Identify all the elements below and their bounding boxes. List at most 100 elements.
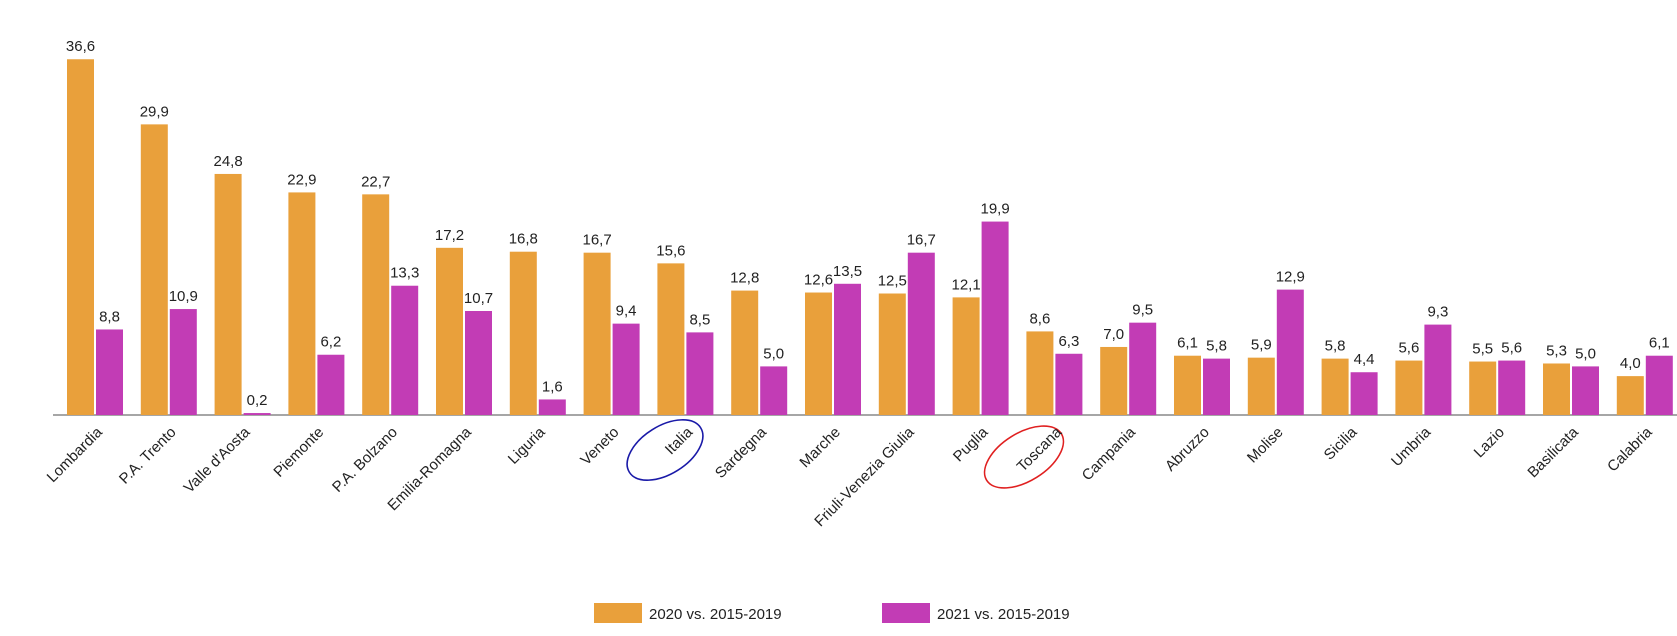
- bar: [1543, 363, 1570, 415]
- bar: [952, 297, 980, 415]
- bar: [169, 309, 197, 415]
- bar: [67, 59, 94, 416]
- bar: [509, 251, 537, 415]
- bar: [1276, 289, 1304, 415]
- data-label: 5,6: [1501, 340, 1522, 357]
- data-label: 5,5: [1472, 341, 1493, 358]
- bar: [317, 354, 345, 415]
- x-tick-label: Lazio: [1471, 424, 1508, 461]
- bar: [1572, 366, 1599, 415]
- bar: [907, 252, 935, 415]
- bar: [1350, 372, 1378, 415]
- x-tick-label: Sicilia: [1321, 423, 1361, 463]
- bar: [1645, 355, 1673, 415]
- bar: [1395, 360, 1423, 415]
- legend-label: 2020 vs. 2015-2019: [649, 606, 782, 623]
- data-label: 22,7: [361, 173, 390, 190]
- x-tick-label: Lombardia: [44, 423, 107, 486]
- bar: [657, 263, 685, 415]
- bar: [538, 399, 566, 415]
- x-tick-label: Basilicata: [1524, 423, 1582, 481]
- data-label: 22,9: [287, 171, 316, 188]
- bar: [1174, 355, 1201, 415]
- legend-swatch: [882, 603, 930, 623]
- bar: [362, 194, 390, 415]
- bar: [981, 221, 1009, 415]
- data-label: 5,0: [1575, 345, 1596, 362]
- data-label: 0,2: [247, 392, 268, 409]
- x-tick-label: Campania: [1079, 423, 1140, 484]
- highlight-ellipse: [983, 425, 1065, 489]
- data-label: 19,9: [980, 201, 1009, 218]
- data-label: 1,6: [542, 378, 563, 395]
- bar: [1203, 358, 1230, 415]
- data-label: 24,8: [213, 153, 242, 170]
- bar: [1026, 331, 1054, 415]
- bar: [1424, 324, 1452, 415]
- legend-swatch: [594, 603, 642, 623]
- bar: [1498, 360, 1526, 415]
- bar: [805, 292, 832, 415]
- legend-label: 2021 vs. 2015-2019: [937, 606, 1070, 623]
- x-tick-label: Calabria: [1604, 423, 1656, 475]
- data-label: 16,7: [907, 232, 936, 249]
- x-tick-label: P.A. Trento: [116, 424, 180, 488]
- bar: [760, 366, 788, 415]
- bar: [731, 290, 759, 415]
- data-label: 16,8: [509, 231, 538, 248]
- data-label: 16,7: [582, 232, 611, 249]
- bar: [583, 252, 611, 415]
- highlight-ellipse: [626, 419, 704, 481]
- bar: [140, 124, 168, 415]
- data-label: 4,4: [1354, 351, 1375, 368]
- data-label: 6,1: [1177, 335, 1198, 352]
- bar: [96, 329, 123, 415]
- bar: [1129, 322, 1157, 415]
- x-tick-label: Molise: [1244, 424, 1287, 467]
- data-label: 36,6: [66, 38, 95, 55]
- bar: [1055, 353, 1083, 415]
- data-label: 5,3: [1546, 342, 1567, 359]
- data-label: 13,5: [833, 263, 862, 280]
- data-label: 4,0: [1620, 355, 1641, 372]
- x-tick-label: Marche: [796, 424, 843, 471]
- bar: [878, 293, 906, 415]
- data-label: 6,3: [1058, 333, 1079, 350]
- x-tick-label: P.A. Bolzano: [329, 424, 401, 496]
- bar: [1469, 361, 1497, 415]
- bar: [1321, 358, 1349, 415]
- data-label: 12,9: [1276, 269, 1305, 286]
- data-label: 5,0: [763, 345, 784, 362]
- data-label: 6,2: [320, 334, 341, 351]
- x-tick-label: Piemonte: [270, 424, 327, 481]
- data-label: 12,8: [730, 270, 759, 287]
- data-label: 5,8: [1325, 338, 1346, 355]
- data-label: 9,5: [1132, 302, 1153, 319]
- bar: [686, 332, 714, 415]
- data-label: 12,1: [951, 276, 980, 293]
- data-label: 15,6: [656, 242, 685, 259]
- data-label: 9,3: [1427, 304, 1448, 321]
- x-tick-label: Valle d'Aosta: [181, 423, 254, 496]
- bar: [465, 310, 492, 415]
- bar: [612, 323, 640, 415]
- data-label: 8,8: [99, 308, 120, 325]
- data-label: 5,8: [1206, 338, 1227, 355]
- data-label: 17,2: [435, 227, 464, 244]
- x-tick-label: Veneto: [577, 424, 622, 469]
- data-label: 9,4: [616, 303, 637, 320]
- data-label: 12,6: [804, 272, 833, 289]
- data-label: 6,1: [1649, 335, 1670, 352]
- bar: [214, 173, 242, 415]
- x-tick-label: Umbria: [1388, 423, 1435, 470]
- bar: [834, 283, 861, 415]
- x-tick-label: Italia: [662, 423, 697, 458]
- data-label: 8,5: [689, 311, 710, 328]
- data-label: 7,0: [1103, 326, 1124, 343]
- bar: [1247, 357, 1275, 415]
- data-label: 12,5: [878, 273, 907, 290]
- data-label: 10,9: [169, 288, 198, 305]
- data-label: 13,3: [390, 265, 419, 282]
